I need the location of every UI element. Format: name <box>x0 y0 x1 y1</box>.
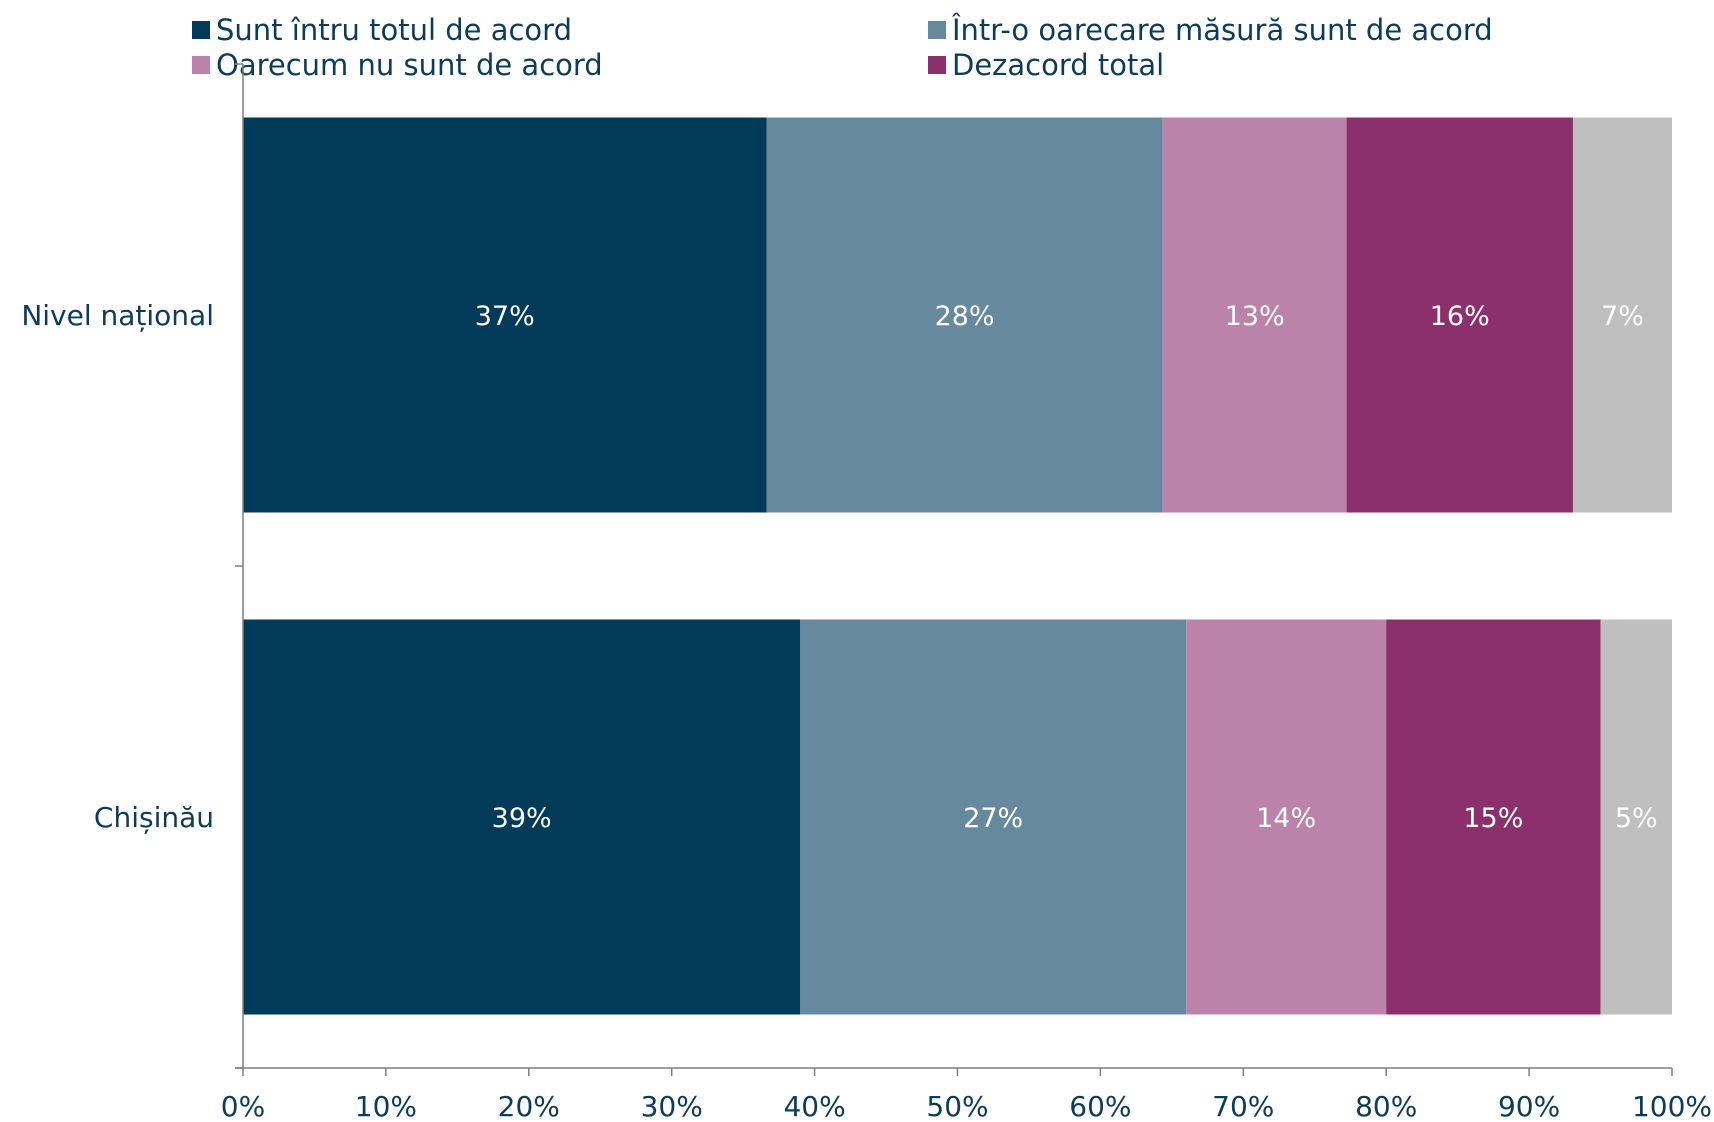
x-tick-label-4: 40% <box>783 1090 845 1122</box>
data-label-0-3: 16% <box>1430 301 1490 332</box>
x-tick-label-1: 10% <box>355 1090 417 1122</box>
data-label-1-3: 15% <box>1463 803 1523 834</box>
bar-segment-0-3 <box>1346 117 1573 513</box>
data-label-1-2: 14% <box>1256 803 1316 834</box>
bar-segment-0-4 <box>1572 117 1672 513</box>
data-label-0-2: 13% <box>1225 301 1285 332</box>
x-tick-label-5: 50% <box>926 1090 988 1122</box>
data-label-0-1: 28% <box>935 301 995 332</box>
x-tick-label-9: 90% <box>1498 1090 1560 1122</box>
data-label-1-0: 39% <box>492 803 552 834</box>
legend-item-total-disagree: Dezacord total <box>928 47 1164 83</box>
data-label-0-4: 7% <box>1601 301 1644 332</box>
bar-segment-1-1 <box>800 619 1187 1015</box>
legend-label-somewhat-disagree: Oarecum nu sunt de acord <box>216 48 603 82</box>
legend-item-somewhat-disagree: Oarecum nu sunt de acord <box>192 47 603 83</box>
bar-segment-1-3 <box>1386 619 1601 1015</box>
bar-segment-0-1 <box>766 117 1163 513</box>
data-label-1-1: 27% <box>963 803 1023 834</box>
legend-label-total-disagree: Dezacord total <box>952 48 1165 82</box>
x-tick-label-6: 60% <box>1069 1090 1131 1122</box>
x-tick-label-3: 30% <box>641 1090 703 1122</box>
bar-segment-0-0 <box>243 117 767 513</box>
legend-swatch-total-agree <box>192 21 210 39</box>
chart-legend: Sunt întru totul de acord Într-o oarecar… <box>0 8 1714 88</box>
x-tick-label-2: 20% <box>498 1090 560 1122</box>
legend-swatch-total-disagree <box>928 56 946 74</box>
legend-swatch-somewhat-agree <box>928 21 946 39</box>
data-label-0-0: 37% <box>475 301 535 332</box>
legend-item-total-agree: Sunt întru totul de acord <box>192 12 572 48</box>
x-tick-label-0: 0% <box>221 1090 265 1122</box>
category-label-0: Nivel național <box>21 299 214 332</box>
data-label-1-4: 5% <box>1615 803 1658 834</box>
legend-item-somewhat-agree: Într-o oarecare măsură sunt de acord <box>928 12 1493 48</box>
bar-segment-1-0 <box>243 619 801 1015</box>
x-tick-label-7: 70% <box>1212 1090 1274 1122</box>
legend-label-total-agree: Sunt întru totul de acord <box>216 13 572 47</box>
x-tick-label-8: 80% <box>1355 1090 1417 1122</box>
legend-label-somewhat-agree: Într-o oarecare măsură sunt de acord <box>952 13 1493 47</box>
x-tick-label-10: 100% <box>1632 1090 1712 1122</box>
category-label-1: Chișinău <box>94 801 214 834</box>
legend-swatch-somewhat-disagree <box>192 56 210 74</box>
bar-segment-0-2 <box>1162 117 1347 513</box>
bar-segment-1-4 <box>1600 619 1672 1015</box>
bar-segment-1-2 <box>1186 619 1387 1015</box>
